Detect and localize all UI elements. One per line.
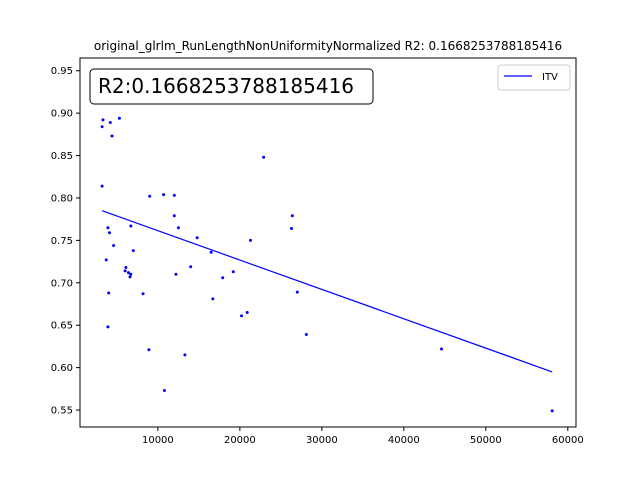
x-tick-label: 30000	[306, 435, 338, 446]
data-point	[117, 116, 121, 120]
data-point	[148, 194, 152, 198]
data-point	[249, 238, 252, 242]
data-point	[107, 291, 111, 295]
data-point	[221, 276, 225, 280]
y-axis-ticks: 0.55 0.60 0.65 0.70 0.75 0.80 0.85 0.90 0.95	[51, 66, 80, 417]
data-point	[195, 236, 199, 240]
r2-annotation: R2:0.1668253788185416	[89, 68, 374, 105]
r2-annotation-box	[89, 68, 374, 105]
data-point	[231, 270, 235, 274]
y-tick-label: 0.70	[51, 278, 73, 289]
data-point	[172, 214, 176, 218]
data-point	[162, 389, 166, 392]
y-tick-label: 0.65	[51, 321, 73, 332]
data-point	[172, 193, 176, 197]
y-tick-label: 0.55	[51, 406, 73, 417]
y-tick-label: 0.60	[51, 363, 73, 374]
legend: ITV	[497, 64, 571, 91]
data-point	[183, 353, 187, 357]
data-point	[211, 297, 215, 301]
x-tick-label: 10000	[142, 435, 174, 446]
x-axis-ticks: 10000 20000 30000 40000 50000 60000	[142, 427, 584, 446]
chart-title: original_glrlm_RunLengthNonUniformityNor…	[94, 39, 562, 53]
x-tick-label: 40000	[388, 435, 420, 446]
data-point	[100, 125, 104, 129]
data-point	[128, 275, 132, 279]
legend-label: ITV	[542, 72, 558, 83]
data-point	[240, 314, 243, 318]
axes-frame	[79, 57, 577, 428]
y-tick-label: 0.90	[51, 109, 73, 120]
data-point	[112, 244, 116, 247]
regression-line-layer	[101, 210, 553, 373]
data-point	[162, 193, 166, 197]
data-point	[262, 155, 266, 159]
data-point	[108, 121, 112, 124]
data-point	[129, 224, 133, 228]
y-tick-label: 0.95	[51, 66, 73, 77]
data-point	[550, 409, 554, 413]
data-point	[147, 348, 151, 352]
data-point	[304, 333, 308, 336]
data-point	[126, 271, 130, 275]
data-point	[110, 134, 114, 138]
scatter-points	[100, 116, 554, 413]
x-tick-label: 60000	[552, 435, 584, 446]
data-point	[440, 347, 443, 351]
data-point	[141, 292, 145, 296]
data-point	[100, 184, 104, 188]
data-point	[290, 227, 293, 230]
data-point	[245, 311, 249, 314]
y-tick-label: 0.85	[51, 151, 73, 162]
data-point	[131, 249, 135, 253]
y-tick-label: 0.75	[51, 236, 73, 247]
data-point	[209, 250, 213, 254]
data-point	[176, 226, 180, 230]
data-point	[290, 214, 294, 218]
data-point	[106, 325, 110, 329]
x-tick-label: 20000	[224, 435, 256, 446]
data-point	[295, 290, 299, 294]
regression-line	[101, 210, 553, 373]
y-tick-label: 0.80	[51, 193, 73, 204]
plot-area: 10000 20000 30000 40000 50000 60000 0.550.600…	[51, 57, 584, 446]
r2-annotation-text: R2:0.1668253788185416	[98, 74, 354, 98]
data-point	[129, 272, 133, 276]
data-point	[189, 265, 193, 269]
data-point	[123, 269, 127, 273]
data-point	[124, 266, 128, 269]
data-point	[106, 226, 110, 230]
data-point	[104, 258, 108, 262]
x-tick-label: 50000	[470, 435, 502, 446]
data-point	[174, 272, 178, 276]
legend-box	[497, 64, 571, 91]
data-point	[101, 118, 105, 122]
data-point	[108, 231, 111, 235]
